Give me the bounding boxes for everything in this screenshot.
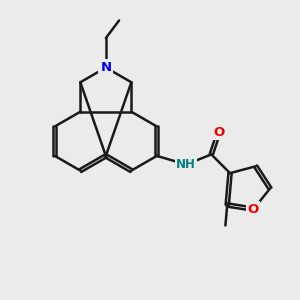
Text: N: N xyxy=(100,61,111,74)
Text: NH: NH xyxy=(176,158,196,171)
Text: O: O xyxy=(248,202,259,216)
Text: O: O xyxy=(213,126,224,139)
